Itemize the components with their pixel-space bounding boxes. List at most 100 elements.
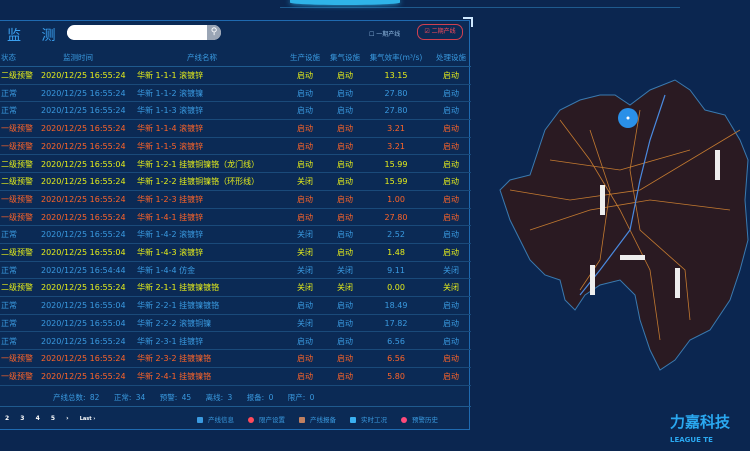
- toggle-phase1[interactable]: ☐ 一期产线: [369, 31, 401, 38]
- row-status: 二级预警: [1, 71, 33, 80]
- row-time: 2020/12/25 16:55:24: [41, 71, 126, 80]
- search-input[interactable]: [67, 31, 207, 40]
- row-treatment: 启动: [443, 88, 459, 98]
- table-row[interactable]: 一级预警 2020/12/25 16:55:24 华新 1-2-3 挂镀锌 启动 启动 1…: [0, 191, 471, 209]
- pagination: 2 3 4 5 › Last ›: [5, 415, 104, 422]
- action-realtime[interactable]: 实时工况: [350, 416, 387, 424]
- table-row[interactable]: 一级预警 2020/12/25 16:55:24 华新 2-4-1 挂镀镍铬 启动 启动…: [0, 368, 471, 386]
- row-time: 2020/12/25 16:55:24: [41, 124, 126, 134]
- table-row[interactable]: 一级预警 2020/12/25 16:55:24 华新 1-4-1 挂镀锌 启动 启动 2…: [0, 209, 471, 227]
- page-3[interactable]: 3: [20, 415, 25, 422]
- row-production: 启动: [297, 71, 313, 80]
- row-line-name: 华新 2-2-2 滚镀铜镍: [137, 318, 212, 328]
- row-status: 正常: [1, 318, 17, 328]
- table-row[interactable]: 二级预警 2020/12/25 16:55:04 华新 1-4-3 滚镀锌 关闭 启动 1…: [0, 244, 471, 262]
- summary-report: 报备: 0: [246, 393, 274, 402]
- table-row[interactable]: 正常 2020/12/25 16:55:24 华新 1-1-2 滚镀镍 启动 启动 27.…: [0, 85, 471, 103]
- row-production: 启动: [297, 106, 313, 116]
- divider: [0, 406, 471, 407]
- table-row[interactable]: 二级预警 2020/12/25 16:55:04 华新 1-2-1 挂镀铜镍铬（龙门…: [0, 156, 471, 174]
- page-4[interactable]: 4: [35, 415, 40, 422]
- table-header: 状态 监测时间 产线名称 生产设施 集气设施 集气效率(m³/s) 处理设施: [0, 49, 471, 67]
- row-time: 2020/12/25 16:55:24: [41, 141, 126, 151]
- action-warning-triangle[interactable]: 产线报备: [299, 416, 336, 424]
- row-status: 正常: [1, 301, 17, 311]
- search-box[interactable]: ⚲: [67, 25, 221, 40]
- row-status: 正常: [1, 336, 17, 346]
- row-efficiency: 1.48: [387, 248, 405, 257]
- table-row[interactable]: 一级预警 2020/12/25 16:55:24 华新 2-3-2 挂镀镍铬 启动 启动…: [0, 350, 471, 368]
- page-2[interactable]: 2: [5, 415, 10, 422]
- row-treatment: 启动: [443, 336, 459, 346]
- row-line-name: 华新 1-2-2 挂镀铜镍铬（环形线）: [137, 177, 260, 187]
- row-efficiency: 27.80: [384, 88, 408, 98]
- table-row[interactable]: 正常 2020/12/25 16:55:24 华新 1-4-2 滚镀锌 关闭 启动 2.5…: [0, 226, 471, 244]
- info-icon: [197, 417, 203, 423]
- row-treatment: 关闭: [443, 283, 459, 293]
- page-5[interactable]: 5: [50, 415, 56, 422]
- row-status: 一级预警: [1, 371, 33, 381]
- table-row[interactable]: 一级预警 2020/12/25 16:55:24 华新 1-1-4 滚镀锌 启动 启动 3…: [0, 120, 471, 138]
- action-label: 限产设置: [259, 416, 285, 424]
- toggle-phase1-label: 一期产线: [376, 31, 401, 38]
- district-map[interactable]: [490, 70, 750, 390]
- row-time: 2020/12/25 16:55:24: [41, 88, 126, 98]
- last-page[interactable]: Last ›: [79, 416, 96, 422]
- row-treatment: 启动: [443, 124, 459, 134]
- action-limit[interactable]: 限产设置: [248, 416, 285, 424]
- table-row[interactable]: 二级预警 2020/12/25 16:55:24 华新 2-1-1 挂镀镍镀铬 关闭 关…: [0, 279, 471, 298]
- warning-triangle-icon: [299, 417, 305, 423]
- row-treatment: 启动: [443, 177, 459, 187]
- table-row[interactable]: 二级预警 2020/12/25 16:55:24 华新 1-1-1 滚镀锌 启动 启动 1…: [0, 67, 471, 85]
- row-production: 启动: [297, 336, 313, 346]
- row-efficiency: 17.82: [384, 318, 408, 328]
- row-treatment: 启动: [443, 159, 459, 169]
- row-line-name: 华新 1-4-1 挂镀锌: [137, 212, 204, 222]
- row-efficiency: 18.49: [384, 301, 408, 311]
- row-line-name: 华新 2-3-2 挂镀镍铬: [137, 354, 212, 364]
- row-production: 启动: [297, 124, 313, 134]
- row-line-name: 华新 1-4-2 滚镀锌: [137, 230, 204, 240]
- row-efficiency: 1.00: [387, 194, 405, 204]
- action-alarm-history[interactable]: 预警历史: [401, 416, 438, 424]
- row-efficiency: 15.99: [384, 159, 408, 169]
- table-row[interactable]: 一级预警 2020/12/25 16:55:24 华新 1-1-5 滚镀锌 启动 启动 3…: [0, 138, 471, 156]
- row-treatment: 启动: [443, 230, 459, 240]
- table-row[interactable]: 正常 2020/12/25 16:54:44 华新 1-4-4 仿金 关闭 关闭 9.11…: [0, 262, 471, 280]
- row-line-name: 华新 2-2-1 挂镀镍镀铬: [137, 301, 220, 311]
- row-line-name: 华新 1-2-1 挂镀铜镍铬（龙门线）: [137, 159, 260, 169]
- location-marker-dot: [626, 116, 630, 120]
- table-row[interactable]: 正常 2020/12/25 16:55:24 华新 2-3-1 挂镀锌 启动 启动 6.5…: [0, 333, 471, 351]
- next-page[interactable]: ›: [66, 415, 69, 422]
- toggle-phase2[interactable]: ☑ 二期产线: [417, 24, 463, 40]
- search-icon[interactable]: ⚲: [207, 25, 221, 40]
- row-efficiency: 2.52: [387, 230, 405, 240]
- row-efficiency: 3.21: [387, 124, 405, 134]
- table-row[interactable]: 正常 2020/12/25 16:55:04 华新 2-2-1 挂镀镍镀铬 启动 启动 1…: [0, 297, 471, 315]
- row-status: 一级预警: [1, 354, 33, 364]
- row-efficiency: 13.15: [384, 71, 408, 80]
- row-gas-collection: 启动: [337, 194, 353, 204]
- row-status: 一级预警: [1, 212, 33, 222]
- row-gas-collection: 启动: [337, 159, 353, 169]
- row-gas-collection: 启动: [337, 336, 353, 346]
- row-status: 正常: [1, 265, 17, 275]
- row-line-name: 华新 1-2-3 挂镀锌: [137, 194, 204, 204]
- row-efficiency: 6.56: [387, 354, 405, 364]
- row-treatment: 启动: [443, 248, 459, 257]
- row-time: 2020/12/25 16:55:24: [41, 194, 126, 204]
- action-label: 预警历史: [412, 416, 438, 424]
- row-production: 关闭: [297, 248, 313, 257]
- action-info[interactable]: 产线信息: [197, 416, 234, 424]
- row-treatment: 启动: [443, 318, 459, 328]
- monitor-panel: 监 测 ⚲ ☐ 一期产线 ☑ 二期产线 状态 监测时间 产线名称 生产设施 集气…: [0, 17, 473, 430]
- realtime-icon: [350, 417, 356, 423]
- row-efficiency: 3.21: [387, 141, 405, 151]
- table-row[interactable]: 正常 2020/12/25 16:55:04 华新 2-2-2 滚镀铜镍 关闭 启动 17…: [0, 315, 471, 333]
- summary-bar: 产线总数: 82 正常: 34 预警: 45 离线: 3 报备: 0 限产: 0: [53, 392, 324, 403]
- table-row[interactable]: 二级预警 2020/12/25 16:55:24 华新 1-2-2 挂镀铜镍铬（环形…: [0, 173, 471, 191]
- summary-limit: 限产: 0: [287, 393, 315, 402]
- table-row[interactable]: 正常 2020/12/25 16:55:24 华新 1-1-3 滚镀锌 启动 启动 27.…: [0, 102, 471, 121]
- row-line-name: 华新 1-4-3 滚镀锌: [137, 248, 204, 257]
- col-efficiency: 集气效率(m³/s): [369, 53, 423, 62]
